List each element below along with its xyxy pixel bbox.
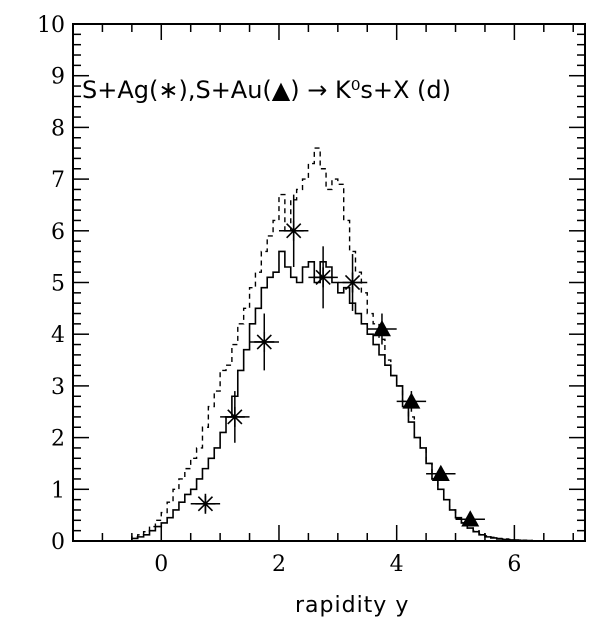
chart-annotation: S+Ag(∗),S+Au(▲) → K⁰s+X (d) (82, 76, 451, 104)
series-layer (131, 147, 544, 542)
marker-layer (190, 194, 485, 527)
data-point-sag (337, 254, 368, 311)
y-tick-label: 9 (51, 65, 65, 90)
y-tick-label: 5 (51, 272, 65, 297)
y-tick-label: 8 (51, 116, 65, 141)
x-tick-label: 0 (154, 552, 168, 577)
data-point-sau (367, 313, 397, 345)
triangle-marker (402, 392, 421, 409)
asterisk-marker (344, 274, 361, 291)
x-axis-title: rapidity y (295, 593, 409, 618)
y-tick-label: 7 (51, 168, 65, 193)
data-point-sag (190, 493, 221, 514)
histogram-solid (131, 250, 544, 542)
histogram-dashed (131, 147, 544, 542)
y-tick-label: 6 (51, 220, 65, 245)
data-point-sau (426, 464, 456, 481)
data-point-sag (220, 391, 250, 443)
data-point-sag (308, 246, 338, 309)
asterisk-marker (197, 496, 214, 512)
y-tick-label: 4 (51, 323, 65, 348)
asterisk-marker (227, 409, 243, 425)
y-tick-label: 3 (51, 375, 65, 400)
y-tick-label: 2 (51, 427, 65, 452)
x-tick-label: 6 (507, 552, 521, 577)
x-tick-label: 2 (272, 552, 286, 577)
axes-layer: 0 2 4 6 0 1 2 3 4 5 6 7 8 9 10 (37, 13, 585, 577)
triangle-marker (461, 510, 480, 527)
triangle-marker (372, 320, 391, 337)
y-tick-label: 10 (37, 13, 65, 38)
asterisk-marker (256, 334, 272, 350)
data-point-sag (278, 194, 309, 267)
y-tick-label: 0 (51, 530, 65, 555)
x-tick-label: 4 (390, 552, 404, 577)
asterisk-marker (315, 269, 331, 285)
data-point-sau (455, 510, 485, 527)
triangle-marker (431, 464, 450, 481)
y-tick-label: 1 (51, 478, 65, 503)
data-point-sau (396, 391, 427, 412)
asterisk-marker (286, 223, 302, 239)
data-point-sag (249, 313, 279, 371)
